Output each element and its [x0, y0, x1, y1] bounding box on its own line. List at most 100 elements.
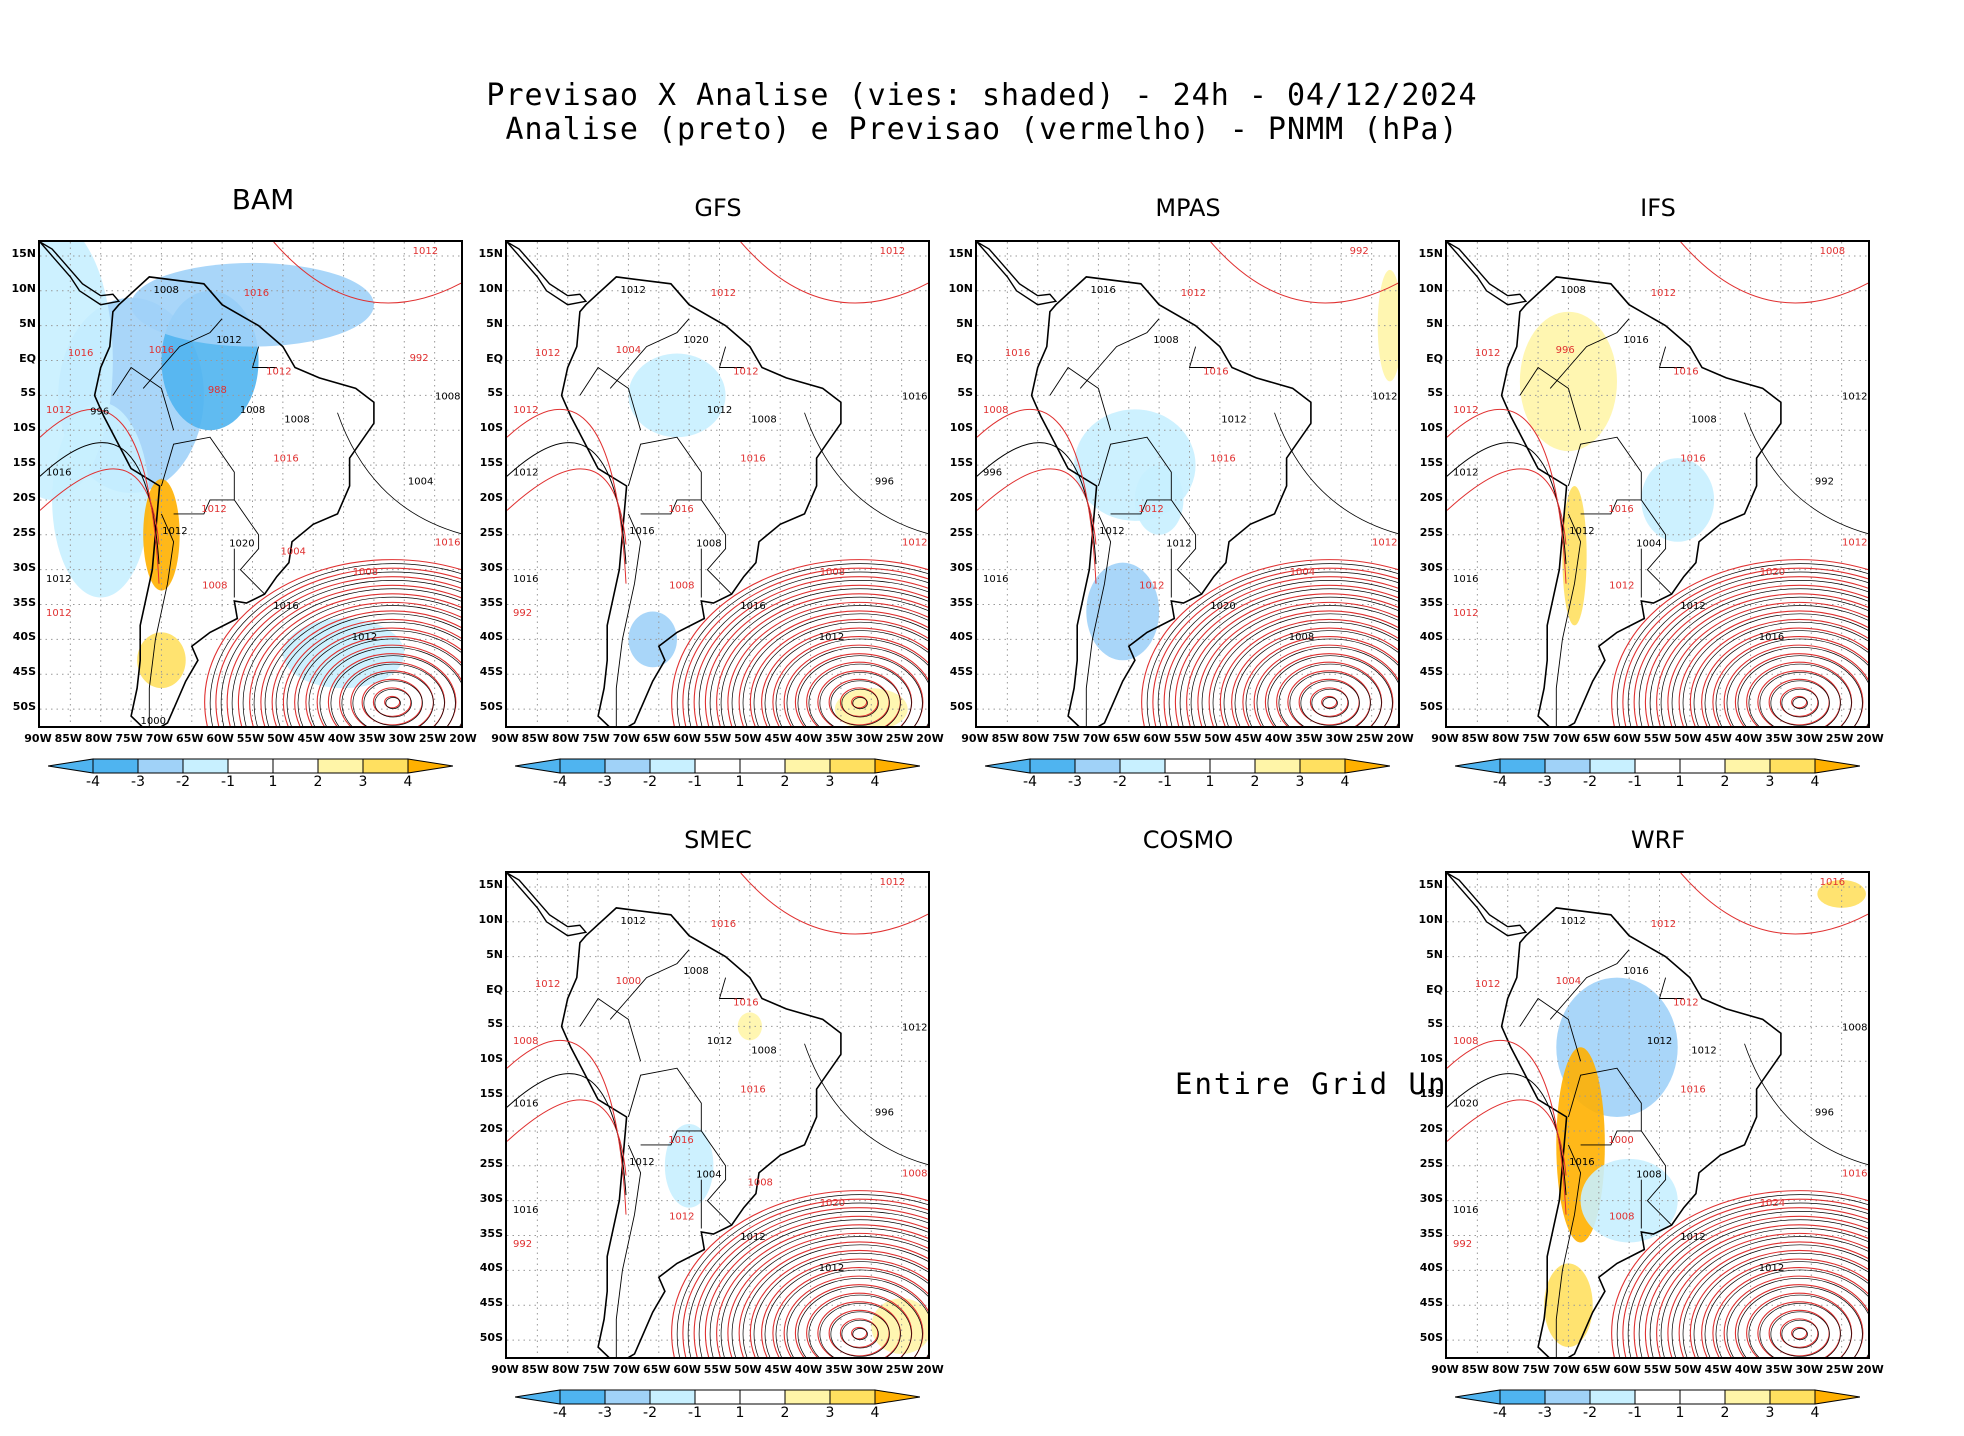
colorbar-label: -4 — [86, 774, 100, 790]
contour-label: 1012 — [535, 348, 560, 359]
colorbar — [1455, 1389, 1860, 1405]
forecast-isobar — [761, 627, 928, 726]
country-border — [1049, 366, 1112, 431]
lon-tick-label: 70W — [145, 732, 174, 745]
country-border — [718, 346, 744, 368]
colorbar-label: 3 — [825, 774, 835, 790]
analysis-isobar — [1748, 663, 1852, 726]
lon-tick-label: 90W — [961, 732, 989, 745]
colorbar-segment — [1254, 758, 1301, 774]
forecast-isobar — [794, 653, 924, 726]
analysis-isobar — [720, 596, 928, 726]
isobar — [1680, 873, 1868, 935]
analysis-isobar — [1223, 621, 1398, 726]
lon-tick-label: 40W — [794, 1363, 823, 1376]
colorbar-label: -3 — [1538, 774, 1552, 790]
lat-tick-label: 5S — [957, 386, 973, 400]
lon-tick-label: 65W — [643, 1363, 671, 1376]
analysis-isobar — [698, 580, 928, 726]
lat-tick-label: 25S — [12, 525, 36, 539]
bias-blob — [282, 618, 405, 689]
colorbar-label: -2 — [1113, 774, 1127, 790]
map-panel-mpas: 1016 1012 1012 1008 1008 1012 1012 1016 1012 1016… — [975, 240, 1400, 728]
lat-tick-label: 15S — [1419, 456, 1443, 470]
bias-blob — [40, 242, 113, 500]
lon-tick-label: 30W — [388, 732, 416, 745]
colorbar-label: -3 — [598, 1405, 612, 1421]
colorbar-segment — [362, 758, 409, 774]
contour-label: 1016 — [1623, 335, 1648, 346]
contour-label: 1008 — [696, 538, 721, 549]
contour-label: 1008 — [284, 415, 309, 426]
map-svg: 1016 1012 1016 1012 1008 1008 1012 1012 1008 1016… — [507, 873, 928, 1357]
colorbar-segment — [1544, 1389, 1591, 1405]
forecast-isobar — [1141, 559, 1398, 726]
lat-tick-label: 40S — [479, 630, 503, 644]
analysis-isobar — [1682, 1244, 1868, 1357]
analysis-isobar — [742, 1244, 928, 1357]
continent-outline — [560, 276, 842, 726]
lon-tick-label: 60W — [673, 1363, 701, 1376]
country-border — [640, 1130, 702, 1146]
contour-label: 1012 — [1221, 415, 1246, 426]
isobar — [1274, 412, 1398, 535]
colorbar-segment — [874, 758, 920, 774]
lat-tick-label: 30S — [12, 560, 36, 574]
colorbar-label: 2 — [1720, 1405, 1730, 1421]
bias-blob — [628, 611, 677, 668]
colorbar-label: 4 — [870, 1405, 880, 1421]
analysis-isobar — [1234, 630, 1398, 726]
analysis-isobar — [1715, 638, 1868, 726]
forecast-isobar — [738, 610, 928, 726]
isobar — [507, 1099, 627, 1176]
analysis-isobar — [1682, 613, 1868, 726]
forecast-isobar — [839, 1318, 879, 1348]
contour-label: 1016 — [740, 1085, 765, 1096]
colorbar-segment — [1299, 758, 1346, 774]
lat-tick-label: 20S — [12, 490, 36, 504]
lon-tick-label: 25W — [1355, 732, 1384, 745]
lon-tick-label: 30W — [1795, 732, 1823, 745]
country-border — [1658, 977, 1684, 999]
contour-labels: 1016 1016 1012 1012 1012 1008 1008 1012 1012 1016… — [513, 246, 927, 643]
bias-blob — [1519, 311, 1617, 452]
contour-label: 996 — [983, 467, 1002, 478]
country-border — [579, 366, 642, 431]
contour-label: 1008 — [1453, 1036, 1478, 1047]
analysis-isobar — [775, 638, 928, 726]
central-america-outline — [507, 242, 588, 306]
colorbar-segment — [1209, 758, 1256, 774]
lat-tick-label: 15S — [479, 456, 503, 470]
lat-tick-label: 45S — [479, 665, 503, 679]
lon-tick-label: 20W — [916, 732, 944, 745]
ridge-contours — [1447, 873, 1868, 1215]
forecast-isobar — [1734, 653, 1864, 726]
panel-title-wrf: WRF — [1630, 826, 1686, 854]
contour-label: 1016 — [1623, 966, 1648, 977]
contour-label: 1016 — [513, 1205, 538, 1216]
lat-tick-label: 45S — [1419, 1296, 1443, 1310]
continent-outline — [1500, 276, 1782, 726]
contour-label: 992 — [513, 608, 532, 619]
contour-label: 1016 — [1680, 454, 1705, 465]
forecast-isobar — [1163, 576, 1398, 726]
analysis-isobar — [676, 563, 928, 726]
lat-tick-label: 40S — [1419, 1261, 1443, 1275]
isobar — [1447, 442, 1567, 565]
contour-label: 1012 — [880, 877, 905, 888]
country-border — [1580, 499, 1642, 515]
lon-tick-label: 85W — [991, 732, 1020, 745]
low-pressure-contours — [671, 559, 928, 726]
lon-tick-label: 65W — [1113, 732, 1141, 745]
contour-label: 1012 — [1453, 608, 1478, 619]
contour-label: 1008 — [1842, 1023, 1867, 1034]
bias-blob — [628, 353, 726, 438]
contour-label: 1012 — [513, 467, 538, 478]
forecast-isobar — [327, 653, 457, 726]
country-border — [609, 318, 690, 389]
forecast-isobar — [851, 695, 868, 709]
contour-label: 1008 — [513, 1036, 538, 1047]
analysis-isobar — [374, 688, 412, 718]
lon-tick-label: 50W — [734, 1363, 762, 1376]
colorbar — [515, 1389, 920, 1405]
